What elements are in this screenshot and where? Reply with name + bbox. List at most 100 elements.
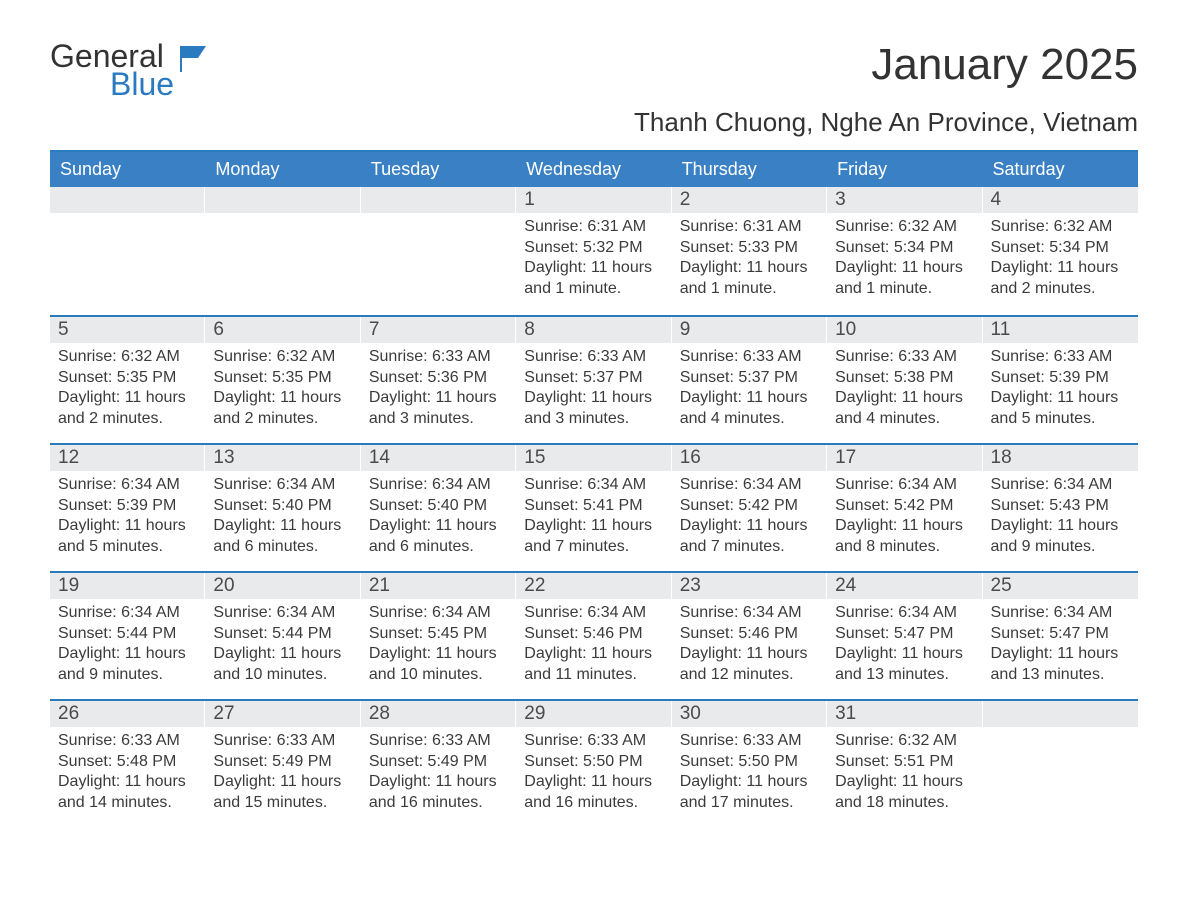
day-content: Sunrise: 6:33 AMSunset: 5:36 PMDaylight:…	[361, 343, 516, 439]
daylight-text: Daylight: 11 hours and 7 minutes.	[524, 516, 663, 557]
day-number: 2	[672, 187, 827, 213]
day-number: 13	[205, 445, 360, 471]
daylight-text: Daylight: 11 hours and 4 minutes.	[680, 388, 819, 429]
day-content: Sunrise: 6:33 AMSunset: 5:49 PMDaylight:…	[361, 727, 516, 823]
day-content: Sunrise: 6:33 AMSunset: 5:50 PMDaylight:…	[516, 727, 671, 823]
sunset-text: Sunset: 5:47 PM	[835, 624, 974, 644]
calendar-day-cell: 5Sunrise: 6:32 AMSunset: 5:35 PMDaylight…	[50, 317, 205, 443]
header-area: General Blue January 2025	[50, 40, 1138, 101]
day-number: 12	[50, 445, 205, 471]
sunrise-text: Sunrise: 6:32 AM	[991, 217, 1130, 237]
flag-icon	[178, 44, 208, 74]
day-content: Sunrise: 6:33 AMSunset: 5:50 PMDaylight:…	[672, 727, 827, 823]
day-content: Sunrise: 6:34 AMSunset: 5:39 PMDaylight:…	[50, 471, 205, 567]
sunrise-text: Sunrise: 6:33 AM	[680, 347, 819, 367]
sunset-text: Sunset: 5:50 PM	[680, 752, 819, 772]
day-content: Sunrise: 6:33 AMSunset: 5:48 PMDaylight:…	[50, 727, 205, 823]
day-content: Sunrise: 6:34 AMSunset: 5:45 PMDaylight:…	[361, 599, 516, 695]
daylight-text: Daylight: 11 hours and 10 minutes.	[369, 644, 508, 685]
calendar-header-cell: Wednesday	[516, 152, 671, 187]
calendar-day-cell: 15Sunrise: 6:34 AMSunset: 5:41 PMDayligh…	[516, 445, 671, 571]
sunset-text: Sunset: 5:49 PM	[213, 752, 352, 772]
day-number: 22	[516, 573, 671, 599]
day-number: 5	[50, 317, 205, 343]
sunrise-text: Sunrise: 6:33 AM	[991, 347, 1130, 367]
daylight-text: Daylight: 11 hours and 5 minutes.	[58, 516, 197, 557]
daylight-text: Daylight: 11 hours and 2 minutes.	[58, 388, 197, 429]
calendar-day-cell: 25Sunrise: 6:34 AMSunset: 5:47 PMDayligh…	[983, 573, 1138, 699]
day-content: Sunrise: 6:34 AMSunset: 5:42 PMDaylight:…	[827, 471, 982, 567]
daylight-text: Daylight: 11 hours and 6 minutes.	[369, 516, 508, 557]
calendar-day-cell: 18Sunrise: 6:34 AMSunset: 5:43 PMDayligh…	[983, 445, 1138, 571]
calendar-week-row: 19Sunrise: 6:34 AMSunset: 5:44 PMDayligh…	[50, 571, 1138, 699]
daylight-text: Daylight: 11 hours and 13 minutes.	[835, 644, 974, 685]
page-title: January 2025	[871, 40, 1138, 90]
sunset-text: Sunset: 5:49 PM	[369, 752, 508, 772]
calendar-header-cell: Tuesday	[361, 152, 516, 187]
sunset-text: Sunset: 5:41 PM	[524, 496, 663, 516]
calendar-day-cell: 27Sunrise: 6:33 AMSunset: 5:49 PMDayligh…	[205, 701, 360, 827]
sunset-text: Sunset: 5:44 PM	[58, 624, 197, 644]
calendar-day-cell: 11Sunrise: 6:33 AMSunset: 5:39 PMDayligh…	[983, 317, 1138, 443]
day-content: Sunrise: 6:32 AMSunset: 5:34 PMDaylight:…	[983, 213, 1138, 309]
calendar-weeks: 1Sunrise: 6:31 AMSunset: 5:32 PMDaylight…	[50, 187, 1138, 827]
calendar-week-row: 12Sunrise: 6:34 AMSunset: 5:39 PMDayligh…	[50, 443, 1138, 571]
sunrise-text: Sunrise: 6:34 AM	[991, 603, 1130, 623]
daylight-text: Daylight: 11 hours and 16 minutes.	[524, 772, 663, 813]
calendar-header-cell: Monday	[205, 152, 360, 187]
day-number: 26	[50, 701, 205, 727]
sunset-text: Sunset: 5:45 PM	[369, 624, 508, 644]
calendar-day-cell	[361, 187, 516, 315]
sunset-text: Sunset: 5:36 PM	[369, 368, 508, 388]
day-content: Sunrise: 6:34 AMSunset: 5:46 PMDaylight:…	[672, 599, 827, 695]
sunset-text: Sunset: 5:38 PM	[835, 368, 974, 388]
daylight-text: Daylight: 11 hours and 4 minutes.	[835, 388, 974, 429]
day-content: Sunrise: 6:33 AMSunset: 5:38 PMDaylight:…	[827, 343, 982, 439]
day-content: Sunrise: 6:34 AMSunset: 5:43 PMDaylight:…	[983, 471, 1138, 567]
daylight-text: Daylight: 11 hours and 13 minutes.	[991, 644, 1130, 685]
sunrise-text: Sunrise: 6:33 AM	[835, 347, 974, 367]
sunrise-text: Sunrise: 6:34 AM	[213, 475, 352, 495]
day-number: 21	[361, 573, 516, 599]
sunset-text: Sunset: 5:40 PM	[369, 496, 508, 516]
calendar-day-cell: 1Sunrise: 6:31 AMSunset: 5:32 PMDaylight…	[516, 187, 671, 315]
calendar-day-cell: 14Sunrise: 6:34 AMSunset: 5:40 PMDayligh…	[361, 445, 516, 571]
calendar-day-cell: 4Sunrise: 6:32 AMSunset: 5:34 PMDaylight…	[983, 187, 1138, 315]
calendar-day-cell: 9Sunrise: 6:33 AMSunset: 5:37 PMDaylight…	[672, 317, 827, 443]
daylight-text: Daylight: 11 hours and 5 minutes.	[991, 388, 1130, 429]
daylight-text: Daylight: 11 hours and 14 minutes.	[58, 772, 197, 813]
calendar-week-row: 1Sunrise: 6:31 AMSunset: 5:32 PMDaylight…	[50, 187, 1138, 315]
day-content: Sunrise: 6:31 AMSunset: 5:33 PMDaylight:…	[672, 213, 827, 309]
sunset-text: Sunset: 5:40 PM	[213, 496, 352, 516]
day-content: Sunrise: 6:34 AMSunset: 5:41 PMDaylight:…	[516, 471, 671, 567]
calendar-day-cell: 12Sunrise: 6:34 AMSunset: 5:39 PMDayligh…	[50, 445, 205, 571]
sunset-text: Sunset: 5:48 PM	[58, 752, 197, 772]
daylight-text: Daylight: 11 hours and 18 minutes.	[835, 772, 974, 813]
sunset-text: Sunset: 5:37 PM	[680, 368, 819, 388]
sunset-text: Sunset: 5:46 PM	[524, 624, 663, 644]
day-number: 19	[50, 573, 205, 599]
calendar-day-cell: 19Sunrise: 6:34 AMSunset: 5:44 PMDayligh…	[50, 573, 205, 699]
calendar-day-cell: 21Sunrise: 6:34 AMSunset: 5:45 PMDayligh…	[361, 573, 516, 699]
sunrise-text: Sunrise: 6:31 AM	[680, 217, 819, 237]
sunrise-text: Sunrise: 6:34 AM	[524, 603, 663, 623]
logo-line2: Blue	[110, 68, 174, 102]
day-content: Sunrise: 6:34 AMSunset: 5:40 PMDaylight:…	[205, 471, 360, 567]
calendar-day-cell: 17Sunrise: 6:34 AMSunset: 5:42 PMDayligh…	[827, 445, 982, 571]
sunrise-text: Sunrise: 6:32 AM	[835, 217, 974, 237]
sunrise-text: Sunrise: 6:33 AM	[369, 347, 508, 367]
sunrise-text: Sunrise: 6:34 AM	[835, 475, 974, 495]
calendar-day-cell: 28Sunrise: 6:33 AMSunset: 5:49 PMDayligh…	[361, 701, 516, 827]
day-number: 18	[983, 445, 1138, 471]
sunset-text: Sunset: 5:33 PM	[680, 238, 819, 258]
calendar-week-row: 26Sunrise: 6:33 AMSunset: 5:48 PMDayligh…	[50, 699, 1138, 827]
day-content: Sunrise: 6:34 AMSunset: 5:47 PMDaylight:…	[983, 599, 1138, 695]
sunset-text: Sunset: 5:32 PM	[524, 238, 663, 258]
calendar-day-cell: 7Sunrise: 6:33 AMSunset: 5:36 PMDaylight…	[361, 317, 516, 443]
sunrise-text: Sunrise: 6:33 AM	[680, 731, 819, 751]
calendar-day-cell: 6Sunrise: 6:32 AMSunset: 5:35 PMDaylight…	[205, 317, 360, 443]
daylight-text: Daylight: 11 hours and 8 minutes.	[835, 516, 974, 557]
sunrise-text: Sunrise: 6:34 AM	[58, 603, 197, 623]
sunrise-text: Sunrise: 6:34 AM	[369, 475, 508, 495]
sunset-text: Sunset: 5:35 PM	[213, 368, 352, 388]
